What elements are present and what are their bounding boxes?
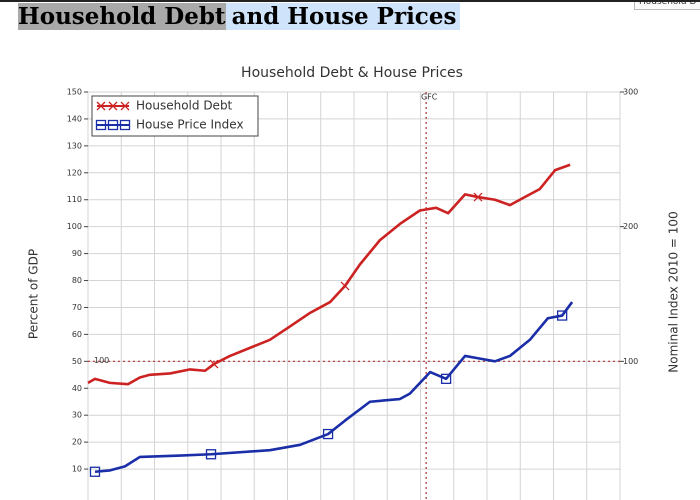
y-tick-label: 10 xyxy=(72,465,82,474)
heading-highlight: and House Prices xyxy=(225,3,461,30)
browser-tab[interactable]: Household D xyxy=(634,2,700,10)
marker xyxy=(119,119,131,131)
y-tick-label: 110 xyxy=(67,195,82,204)
marker xyxy=(89,466,101,477)
y-tick-label: 70 xyxy=(72,303,82,312)
y2-tick-label: 200 xyxy=(623,222,638,231)
heading-highlight: Household Debt xyxy=(18,3,226,30)
legend-label: House Price Index xyxy=(136,118,244,132)
y-tick-label: 90 xyxy=(72,249,82,258)
marker xyxy=(107,119,119,131)
marker xyxy=(473,192,483,202)
marker xyxy=(96,101,106,111)
y-tick-label: 50 xyxy=(72,357,82,366)
data-line xyxy=(94,301,574,474)
y-tick-label: 30 xyxy=(72,411,82,420)
marker xyxy=(95,119,107,131)
y-tick-label: 60 xyxy=(72,330,82,339)
y2-axis-label: Nominal Index 2010 = 100 xyxy=(667,211,681,372)
data-line xyxy=(87,163,571,386)
y-tick-label: 40 xyxy=(72,384,82,393)
y-tick-label: 80 xyxy=(72,276,82,285)
chart-title: Household Debt & House Prices xyxy=(241,65,463,81)
page-heading: Household Debt and House Prices xyxy=(18,2,461,32)
y2-tick-label: 100 xyxy=(623,357,638,366)
y2-tick-label: 300 xyxy=(623,88,638,97)
y-axis-label: Percent of GDP xyxy=(27,249,41,339)
marker xyxy=(440,373,452,384)
y-tick-label: 130 xyxy=(67,141,82,150)
y-tick-label: 150 xyxy=(67,88,82,97)
legend-box xyxy=(91,95,259,137)
legend-label: Household Debt xyxy=(136,99,233,113)
marker xyxy=(209,359,219,369)
marker xyxy=(322,428,334,440)
y-tick-label: 120 xyxy=(67,168,82,177)
y-tick-label: 20 xyxy=(72,438,82,447)
marker xyxy=(556,310,568,321)
y-tick-label: 100 xyxy=(67,222,82,231)
marker xyxy=(340,281,350,291)
marker xyxy=(108,101,118,111)
marker xyxy=(205,449,217,460)
marker xyxy=(120,101,130,111)
reference-label: 100 xyxy=(94,356,109,365)
event-label: GFC xyxy=(421,93,438,102)
y-tick-label: 140 xyxy=(67,114,82,123)
